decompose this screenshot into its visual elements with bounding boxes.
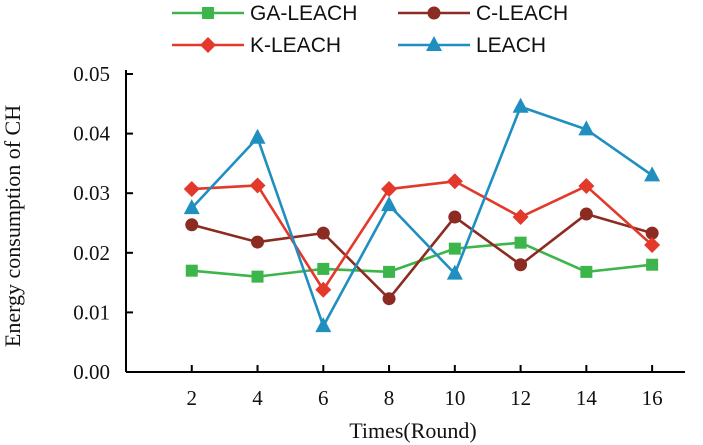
x-tick-label: 16 bbox=[642, 386, 663, 410]
data-point-leach bbox=[183, 199, 200, 215]
x-tick-label: 6 bbox=[318, 386, 329, 410]
data-point-leach bbox=[512, 97, 529, 113]
series-k-leach bbox=[183, 173, 661, 298]
legend: GA-LEACH C-LEACH K-LEACH LEACH bbox=[172, 2, 568, 57]
series-ga-leach bbox=[185, 236, 659, 283]
data-point-leach bbox=[578, 120, 595, 136]
data-point-ga-leach bbox=[185, 264, 198, 277]
legend-item-c-leach: C-LEACH bbox=[398, 2, 568, 25]
y-tick-label: 0.02 bbox=[73, 241, 110, 265]
data-point-leach bbox=[249, 128, 266, 144]
x-tick-label: 2 bbox=[187, 386, 198, 410]
x-tick-label: 14 bbox=[576, 386, 598, 410]
x-tick-label: 4 bbox=[252, 386, 263, 410]
data-point-leach bbox=[315, 317, 332, 333]
data-point-leach bbox=[381, 196, 398, 212]
legend-marker-c-leach bbox=[427, 6, 441, 20]
data-point-c-leach bbox=[514, 258, 528, 272]
legend-item-ga-leach: GA-LEACH bbox=[172, 2, 357, 25]
series-line-ga-leach bbox=[191, 241, 653, 278]
data-point-ga-leach bbox=[251, 270, 264, 283]
data-point-ga-leach bbox=[317, 262, 330, 275]
data-point-ga-leach bbox=[514, 236, 527, 249]
x-tick-label: 12 bbox=[510, 386, 531, 410]
data-point-c-leach bbox=[185, 218, 199, 232]
x-tick-label: 8 bbox=[384, 386, 395, 410]
series-line-k-leach bbox=[191, 179, 653, 292]
legend-label-c-leach: C-LEACH bbox=[476, 2, 568, 25]
data-point-c-leach bbox=[382, 292, 396, 306]
data-point-ga-leach bbox=[646, 258, 659, 271]
y-tick-label: 0.00 bbox=[73, 360, 110, 384]
data-point-k-leach bbox=[315, 281, 332, 298]
series-c-leach bbox=[185, 207, 659, 306]
legend-label-leach: LEACH bbox=[476, 34, 546, 57]
y-tick-label: 0.04 bbox=[73, 122, 110, 146]
data-point-k-leach bbox=[249, 177, 266, 194]
data-point-leach bbox=[446, 264, 463, 280]
legend-label-ga-leach: GA-LEACH bbox=[250, 2, 357, 25]
data-point-c-leach bbox=[579, 207, 593, 221]
data-point-leach bbox=[644, 166, 661, 182]
x-tick-label: 10 bbox=[444, 386, 465, 410]
series-line-leach bbox=[190, 105, 653, 328]
series-layer bbox=[183, 97, 661, 333]
x-axis-title: Times(Round) bbox=[349, 418, 477, 443]
data-point-ga-leach bbox=[383, 265, 396, 278]
data-point-c-leach bbox=[251, 235, 265, 249]
legend-marker-leach bbox=[426, 36, 442, 51]
legend-item-leach: LEACH bbox=[398, 34, 546, 57]
data-point-k-leach bbox=[183, 181, 200, 198]
data-point-k-leach bbox=[512, 209, 529, 226]
y-axis-title: Energy consumption of CH bbox=[0, 105, 25, 347]
data-point-k-leach bbox=[644, 237, 661, 254]
data-point-k-leach bbox=[446, 173, 463, 190]
axes: 0.00 0.01 0.02 0.03 0.04 0.05 2 4 6 8 10 12 14 16 bbox=[73, 62, 685, 410]
legend-marker-ga-leach bbox=[202, 7, 214, 19]
y-tick-label: 0.03 bbox=[73, 181, 110, 205]
legend-marker-k-leach bbox=[200, 37, 216, 53]
data-point-ga-leach bbox=[448, 242, 461, 255]
data-point-ga-leach bbox=[580, 265, 593, 278]
data-point-c-leach bbox=[645, 226, 659, 240]
data-point-c-leach bbox=[448, 210, 462, 224]
y-tick-label: 0.01 bbox=[73, 300, 110, 324]
series-leach bbox=[183, 97, 661, 333]
data-point-k-leach bbox=[578, 178, 595, 195]
y-tick-label: 0.05 bbox=[73, 62, 110, 86]
data-point-k-leach bbox=[381, 181, 398, 198]
legend-label-k-leach: K-LEACH bbox=[250, 34, 341, 57]
data-point-c-leach bbox=[316, 226, 330, 240]
legend-item-k-leach: K-LEACH bbox=[172, 34, 341, 57]
series-line-c-leach bbox=[191, 212, 653, 300]
